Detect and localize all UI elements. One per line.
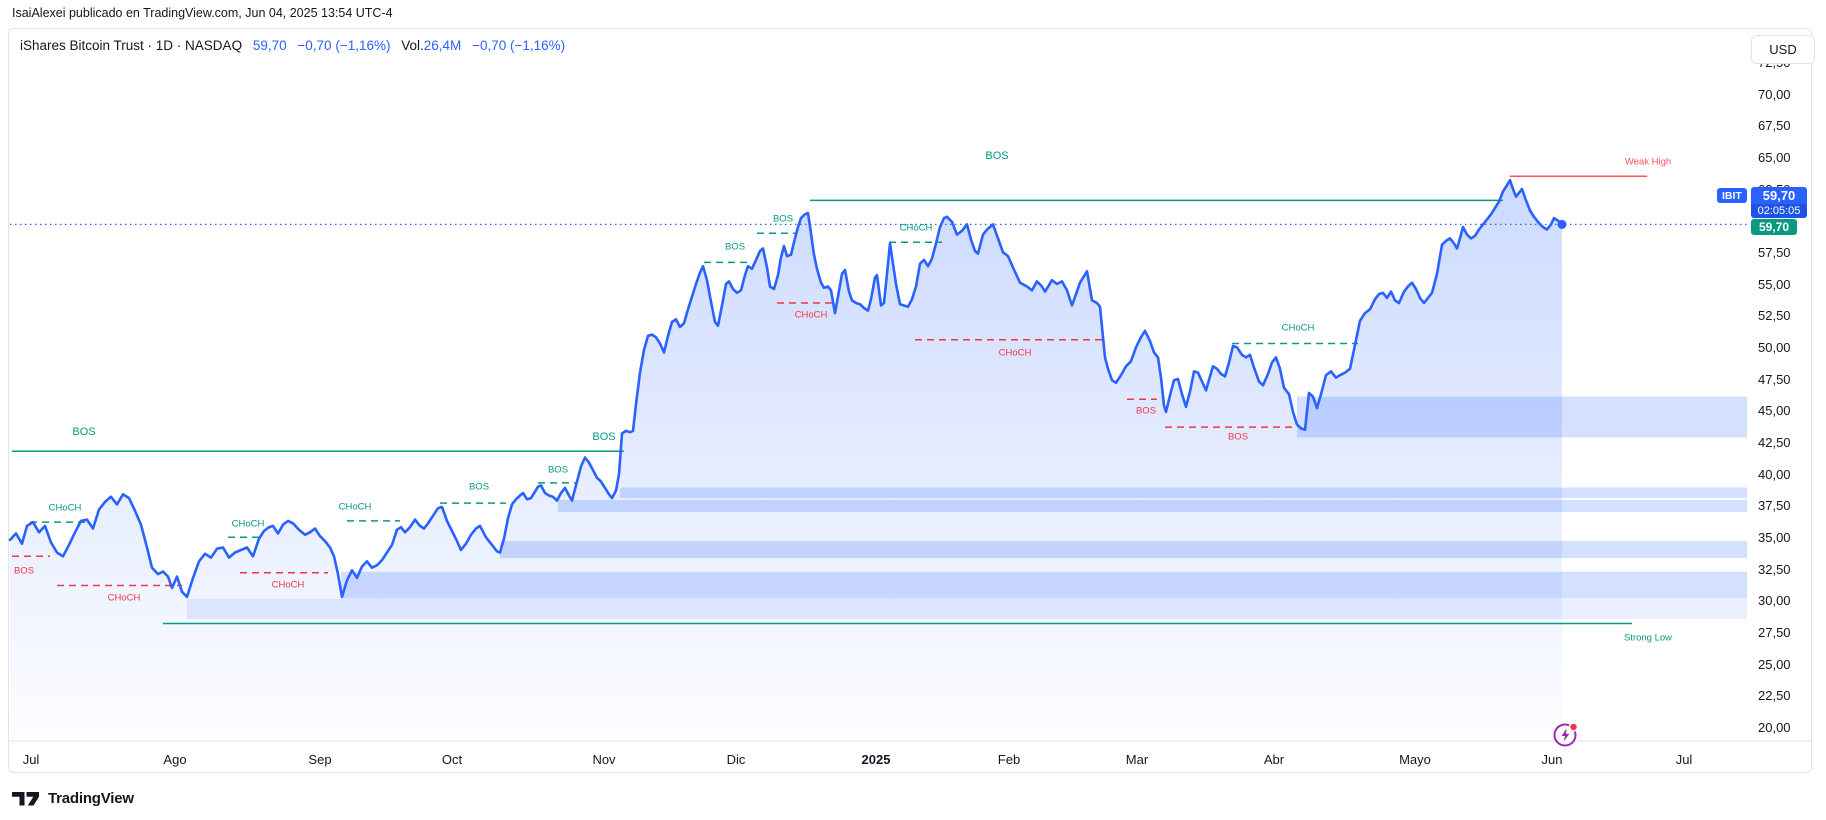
tradingview-wordmark: TradingView — [48, 790, 134, 807]
currency-unit-button[interactable]: USD — [1751, 35, 1815, 64]
lightning-bolt-icon — [1561, 728, 1570, 742]
symbol-header[interactable]: iShares Bitcoin Trust · 1D · NASDAQ 59,7… — [20, 38, 572, 53]
time-tick-label: Oct — [441, 752, 463, 767]
attribution-text: IsaiAlexei publicado en TradingView.com,… — [12, 6, 393, 20]
price-tick-label: 30,00 — [1758, 593, 1791, 609]
price-tick-label: 47,50 — [1758, 371, 1791, 387]
price-tick-label: 35,00 — [1758, 529, 1791, 545]
price-tick-label: 42,50 — [1758, 434, 1791, 450]
area-fill — [10, 180, 1562, 742]
price-tick-label: 27,50 — [1758, 624, 1791, 640]
symbol-price-badge: IBIT — [1717, 188, 1747, 203]
price-tick-label: 25,00 — [1758, 656, 1791, 672]
bar-countdown: 02:05:05 — [1751, 204, 1807, 218]
time-tick-label: 2025 — [861, 752, 891, 767]
price-tick-label: 40,00 — [1758, 466, 1791, 482]
time-tick-label: Mar — [1125, 752, 1149, 767]
tradingview-logo[interactable]: TradingView — [12, 790, 134, 807]
order-block-zone — [1297, 396, 1747, 438]
order-block-zone — [187, 598, 1747, 619]
chart-card — [8, 28, 1812, 773]
price-change: −0,70 (−1,16%) — [297, 38, 391, 53]
price-tick-label: 22,50 — [1758, 688, 1791, 704]
tradingview-mark-icon — [12, 792, 39, 806]
price-tick-label: 65,00 — [1758, 149, 1791, 165]
time-tick-label: Abr — [1263, 752, 1285, 767]
price-tick-label: 55,00 — [1758, 276, 1791, 292]
time-tick-label: Sep — [308, 752, 332, 767]
order-block-zone — [500, 541, 1747, 559]
price-tick-label: 50,00 — [1758, 339, 1791, 355]
time-tick-label: Dic — [726, 752, 746, 767]
last-point-dot — [1557, 219, 1567, 229]
price-tick-label: 57,50 — [1758, 244, 1791, 260]
time-tick-label: Jun — [1541, 752, 1563, 767]
price-series-line — [8, 178, 1564, 599]
price-tick-label: 20,00 — [1758, 719, 1791, 735]
time-tick-label: Jul — [1675, 752, 1693, 767]
time-tick-label: Jul — [22, 752, 40, 767]
event-marker-icon[interactable] — [1549, 718, 1583, 752]
volume-label: Vol. — [401, 38, 424, 53]
volume-value: 26,4M — [423, 38, 462, 53]
time-tick-label: Feb — [997, 752, 1021, 767]
time-tick-label: Mayo — [1399, 752, 1431, 767]
time-tick-label: Nov — [592, 752, 616, 767]
price-tick-label: 70,00 — [1758, 86, 1791, 102]
price-tick-label: 67,50 — [1758, 118, 1791, 134]
last-price-value: 59,70 — [252, 38, 287, 53]
price-tick-label: 32,50 — [1758, 561, 1791, 577]
notification-dot — [1568, 722, 1579, 732]
order-block-zone — [341, 571, 1747, 599]
time-tick-label: Ago — [163, 752, 187, 767]
indicator-price-label: 59,70 — [1751, 219, 1797, 235]
price-tick-label: 45,00 — [1758, 403, 1791, 419]
price-tick-label: 52,50 — [1758, 308, 1791, 324]
price-axis[interactable]: 72,5070,0067,5065,0062,5057,5055,0052,50… — [1748, 28, 1826, 741]
time-axis[interactable]: Jul Ago Sep Oct Nov Dic 2025 Feb Mar Abr Mayo Jun Ju… — [8, 741, 1813, 773]
order-block-zone — [620, 487, 1747, 498]
last-price-label: 59,70 02:05:05 — [1751, 187, 1807, 218]
symbol-title: iShares Bitcoin Trust · 1D · NASDAQ — [20, 38, 243, 53]
last-price-label-value: 59,70 — [1751, 187, 1807, 204]
order-block-zone — [558, 500, 1747, 512]
price-tick-label: 37,50 — [1758, 498, 1791, 514]
volume-change: −0,70 (−1,16%) — [472, 38, 566, 53]
